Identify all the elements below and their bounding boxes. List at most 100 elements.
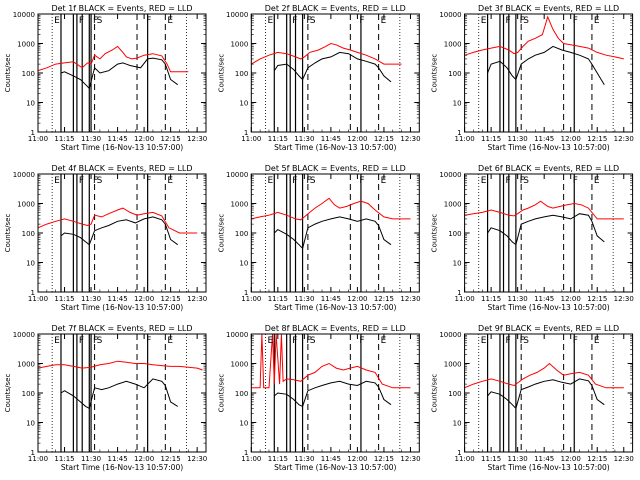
region-label: E [381, 336, 387, 346]
region-label: S [310, 176, 316, 186]
x-tick-label: 11:15 [54, 135, 74, 143]
x-tick-label: 11:30 [81, 455, 101, 463]
region-label: E [594, 336, 600, 346]
x-tick-label: 11:15 [481, 135, 501, 143]
region-label: F [146, 16, 151, 26]
region-label: S [310, 16, 316, 26]
region-label: F [306, 176, 311, 186]
y-tick-label: 1000 [444, 201, 462, 209]
x-tick-label: 11:15 [268, 295, 288, 303]
region-label: F [292, 16, 297, 26]
x-axis-label: Start Time (16-Nov-13 10:57:00) [487, 463, 609, 472]
x-tick-label: 12:15 [374, 455, 394, 463]
y-axis-label: Counts/sec [217, 374, 225, 413]
x-tick-label: 11:45 [534, 455, 554, 463]
events-series-line [273, 380, 392, 408]
region-label: E [267, 16, 273, 26]
region-label: F [93, 16, 98, 26]
y-tick-label: 10000 [13, 331, 35, 339]
x-tick-label: 11:30 [508, 295, 528, 303]
region-label: E [54, 336, 60, 346]
region-label: S [523, 336, 529, 346]
x-tick-label: 12:15 [374, 135, 394, 143]
lld-series-line [251, 334, 411, 389]
panel-title: Det 1f BLACK = Events, RED = LLD [51, 4, 192, 13]
x-axis-label: Start Time (16-Nov-13 10:57:00) [61, 463, 183, 472]
region-label: E [167, 336, 173, 346]
region-label: E [381, 176, 387, 186]
y-tick-label: 100 [448, 230, 461, 238]
y-tick-label: 10 [26, 420, 35, 428]
lld-series-line [38, 360, 203, 371]
x-axis-label: Start Time (16-Nov-13 10:57:00) [487, 303, 609, 312]
y-tick-label: 10 [239, 420, 248, 428]
events-series-line [60, 57, 178, 90]
y-tick-label: 1 [457, 129, 461, 137]
detector-panel: 1 10 100 1000 10000 11:00 11:15 11:30 11:45 12:00… [4, 4, 207, 152]
x-tick-label: 12:15 [161, 295, 181, 303]
x-tick-label: 11:45 [107, 135, 127, 143]
x-tick-label: 11:45 [107, 295, 127, 303]
x-tick-label: 11:45 [321, 135, 341, 143]
detector-panel: 1 10 100 1000 10000 11:00 11:15 11:30 11:45 12:00… [431, 164, 634, 312]
plot-frame [250, 173, 420, 293]
x-tick-label: 11:00 [455, 455, 475, 463]
y-axis-label: Counts/sec [217, 214, 225, 253]
lld-series-line [464, 362, 624, 389]
y-tick-label: 100 [22, 70, 35, 78]
y-tick-label: 100 [235, 230, 248, 238]
region-label: F [93, 176, 98, 186]
region-label: F [93, 336, 98, 346]
y-tick-label: 10000 [226, 331, 248, 339]
x-axis-label: Start Time (16-Nov-13 10:57:00) [487, 143, 609, 152]
region-label: E [481, 16, 487, 26]
x-tick-label: 12:00 [134, 295, 154, 303]
region-label: F [79, 176, 84, 186]
region-label: E [481, 336, 487, 346]
region-label: E [481, 176, 487, 186]
region-label: F [520, 16, 525, 26]
y-tick-label: 100 [235, 70, 248, 78]
x-axis-label: Start Time (16-Nov-13 10:57:00) [274, 143, 396, 152]
plot-frame [250, 333, 420, 453]
region-label: S [523, 176, 529, 186]
region-label: E [594, 16, 600, 26]
y-tick-label: 1000 [230, 201, 248, 209]
y-tick-label: 10 [26, 260, 35, 268]
x-tick-label: 11:30 [294, 295, 314, 303]
panel-title: Det 4f BLACK = Events, RED = LLD [51, 164, 192, 173]
lld-series-line [251, 197, 411, 221]
x-tick-label: 11:30 [508, 455, 528, 463]
panel-title: Det 7f BLACK = Events, RED = LLD [51, 324, 192, 333]
x-tick-label: 12:15 [587, 295, 607, 303]
plot-frame [37, 13, 207, 133]
detector-panel: 1 10 100 1000 10000 11:00 11:15 11:30 11:45 12:00… [4, 324, 207, 472]
region-label: E [267, 336, 273, 346]
x-tick-label: 11:15 [54, 455, 74, 463]
detector-panel: 1 10 100 1000 10000 11:00 11:15 11:30 11:45 12:00… [217, 324, 420, 472]
region-label: F [359, 336, 364, 346]
region-label: E [381, 16, 387, 26]
y-tick-label: 10000 [439, 11, 461, 19]
x-tick-label: 12:30 [614, 295, 634, 303]
x-tick-label: 12:00 [134, 455, 154, 463]
panel-title: Det 8f BLACK = Events, RED = LLD [265, 324, 406, 333]
x-tick-label: 11:15 [481, 455, 501, 463]
x-tick-label: 11:00 [28, 455, 48, 463]
x-tick-label: 12:00 [561, 455, 581, 463]
panel-title: Det 6f BLACK = Events, RED = LLD [478, 164, 619, 173]
lld-series-line [464, 15, 624, 60]
region-label: S [97, 16, 103, 26]
x-tick-label: 11:45 [534, 135, 554, 143]
y-axis-label: Counts/sec [4, 214, 12, 253]
x-axis-label: Start Time (16-Nov-13 10:57:00) [61, 303, 183, 312]
y-tick-label: 10000 [13, 11, 35, 19]
y-tick-label: 1 [457, 289, 461, 297]
x-tick-label: 11:45 [107, 455, 127, 463]
y-tick-label: 1 [31, 129, 35, 137]
region-label: E [167, 16, 173, 26]
x-tick-label: 12:30 [187, 455, 207, 463]
y-tick-label: 100 [235, 390, 248, 398]
y-axis-label: Counts/sec [4, 374, 12, 413]
